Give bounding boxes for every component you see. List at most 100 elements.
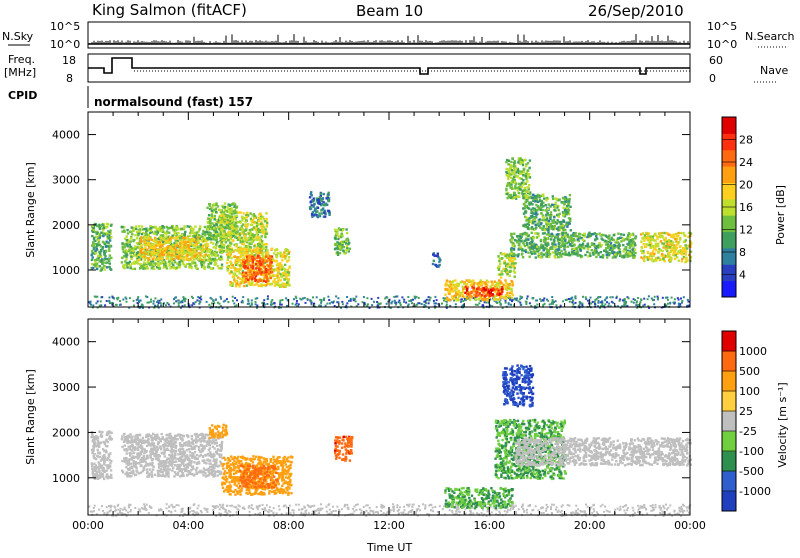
noise-cell: [637, 297, 639, 299]
noise-cell: [455, 303, 457, 305]
data-cell: [246, 249, 248, 251]
data-cell: [223, 244, 225, 246]
noise-cell: [217, 302, 219, 304]
data-cell: [244, 237, 246, 239]
noise-cell: [318, 305, 320, 307]
data-cell: [133, 262, 135, 264]
noise-cell: [371, 304, 373, 306]
noise-cell: [232, 296, 234, 298]
data-cell: [127, 262, 129, 264]
data-cell: [98, 224, 100, 226]
data-cell: [532, 212, 534, 214]
data-cell: [524, 206, 526, 208]
noise-cell: [199, 300, 201, 302]
data-cell: [322, 201, 324, 203]
noise-cell: [256, 297, 258, 299]
noise-cell: [366, 297, 368, 299]
data-cell: [165, 257, 167, 259]
noise-cell: [350, 298, 352, 300]
noise-cell: [137, 298, 139, 300]
data-cell: [450, 285, 452, 287]
data-cell: [163, 266, 165, 268]
data-cell: [208, 256, 210, 258]
data-cell: [508, 255, 510, 257]
data-cell: [448, 289, 450, 291]
data-cell: [233, 266, 235, 268]
data-cell: [165, 235, 167, 237]
data-cell: [254, 280, 256, 282]
data-cell: [525, 175, 527, 177]
noise-cell: [174, 297, 176, 299]
data-cell: [458, 295, 460, 297]
data-cell: [241, 243, 243, 245]
noise-cell: [549, 304, 551, 306]
data-cell: [523, 203, 525, 205]
data-cell: [228, 253, 230, 255]
data-cell: [155, 259, 157, 261]
data-cell: [179, 237, 181, 239]
data-cell: [121, 226, 123, 228]
noise-cell: [462, 300, 464, 302]
noise-cell: [166, 302, 168, 304]
data-cell: [253, 284, 255, 286]
data-cell: [236, 215, 238, 217]
noise-cell: [399, 302, 401, 304]
data-cell: [506, 273, 508, 275]
data-cell: [540, 212, 542, 214]
noise-cell: [109, 302, 111, 304]
data-cell: [97, 255, 99, 257]
data-cell: [235, 245, 237, 247]
data-cell: [210, 207, 212, 209]
noise-cell: [562, 300, 564, 302]
nave-tick-bottom: 0: [709, 72, 716, 85]
data-cell: [334, 229, 336, 231]
data-cell: [224, 217, 226, 219]
data-cell: [473, 284, 475, 286]
data-cell: [549, 217, 551, 219]
data-cell: [184, 233, 186, 235]
noise-cell: [527, 295, 529, 297]
noise-cell: [635, 304, 637, 306]
data-cell: [108, 237, 110, 239]
data-cell: [251, 240, 253, 242]
data-cell: [504, 297, 506, 299]
data-cell: [159, 241, 161, 243]
data-cell: [509, 168, 511, 170]
data-cell: [519, 188, 521, 190]
data-cell: [136, 256, 138, 258]
data-cell: [259, 284, 261, 286]
data-cell: [229, 245, 231, 247]
data-cell: [622, 244, 624, 246]
data-cell: [320, 199, 322, 201]
noise-cell: [178, 304, 180, 306]
data-cell: [109, 230, 111, 232]
data-cell: [504, 270, 506, 272]
data-cell: [215, 228, 217, 230]
data-cell: [204, 231, 206, 233]
data-cell: [466, 293, 468, 295]
data-cell: [243, 272, 245, 274]
noise-cell: [411, 302, 413, 304]
noise-cell: [195, 301, 197, 303]
data-cell: [266, 218, 268, 220]
noise-cell: [514, 298, 516, 300]
data-cell: [452, 290, 454, 292]
data-cell: [102, 235, 104, 237]
data-cell: [273, 252, 275, 254]
data-cell: [225, 241, 227, 243]
data-cell: [547, 208, 549, 210]
data-cell: [511, 172, 513, 174]
data-cell: [433, 254, 435, 256]
noise-cell: [306, 298, 308, 300]
data-cell: [522, 197, 524, 199]
noise-cell: [552, 303, 554, 305]
data-cell: [142, 252, 144, 254]
noise-cell: [667, 299, 669, 301]
noise-cell: [540, 300, 542, 302]
data-cell: [239, 282, 241, 284]
data-cell: [288, 284, 290, 286]
data-cell: [160, 248, 162, 250]
data-cell: [249, 234, 251, 236]
data-cell: [148, 242, 150, 244]
data-cell: [131, 247, 133, 249]
